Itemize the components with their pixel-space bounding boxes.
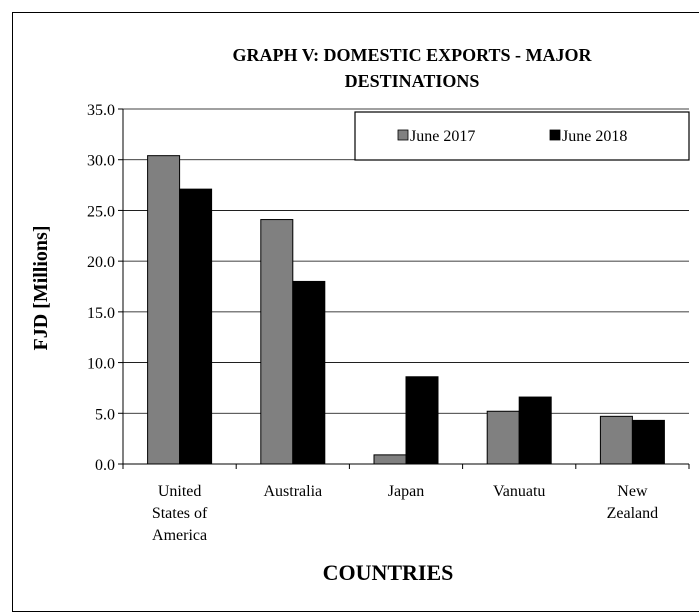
x-category-label: Australia: [263, 483, 322, 500]
y-axis-title: FJD [Millions]: [30, 226, 52, 351]
legend-label-june-2017: June 2017: [410, 128, 475, 145]
x-category-label: United: [158, 483, 202, 500]
y-tick-label: 10.0: [87, 356, 115, 373]
bar-june-2018: [292, 280, 326, 465]
legend-box: [354, 111, 690, 161]
y-tick-label: 30.0: [87, 153, 115, 170]
x-category-labels: United States of America Australia Japan Vanu…: [152, 483, 658, 544]
y-tick-label: 15.0: [87, 305, 115, 322]
legend-swatch-june-2018: [549, 129, 561, 141]
y-tick-label: 35.0: [87, 102, 115, 119]
legend-swatch-june-2017: [397, 129, 409, 141]
chart-title-line-2: DESTINATIONS: [345, 71, 480, 91]
x-category-label: Zealand: [607, 505, 659, 522]
bar-june-2018: [518, 396, 552, 465]
x-category-label: States of: [152, 505, 208, 522]
legend-label-june-2018: June 2018: [562, 128, 627, 145]
y-tick-label: 0.0: [95, 457, 115, 474]
gridlines: [123, 108, 689, 414]
bar-june-2017: [147, 155, 181, 465]
bar-june-2018: [631, 419, 665, 465]
axes: [118, 108, 690, 469]
chart-title-line-1: GRAPH V: DOMESTIC EXPORTS - MAJOR: [233, 45, 593, 65]
y-tick-labels: 0.0 5.0 10.0 15.0 20.0 25.0 30.0 35.0: [87, 102, 115, 474]
x-category-label: America: [152, 527, 207, 544]
bar-june-2017: [260, 219, 294, 465]
x-axis-title: COUNTRIES: [323, 560, 454, 585]
bar-june-2017: [373, 454, 407, 465]
bar-june-2018: [405, 376, 439, 465]
x-category-label: New: [617, 483, 648, 500]
bar-june-2017: [599, 415, 633, 465]
y-tick-label: 20.0: [87, 254, 115, 271]
bar-june-2017: [486, 410, 520, 465]
y-tick-label: 25.0: [87, 203, 115, 220]
x-category-label: Vanuatu: [493, 483, 545, 500]
legend: June 2017 June 2018: [354, 111, 690, 161]
bar-june-2018: [179, 188, 213, 465]
chart: GRAPH V: DOMESTIC EXPORTS - MAJOR DESTIN…: [30, 45, 690, 585]
bars: [147, 155, 665, 465]
x-category-label: Japan: [388, 483, 424, 500]
y-tick-label: 5.0: [95, 406, 115, 423]
